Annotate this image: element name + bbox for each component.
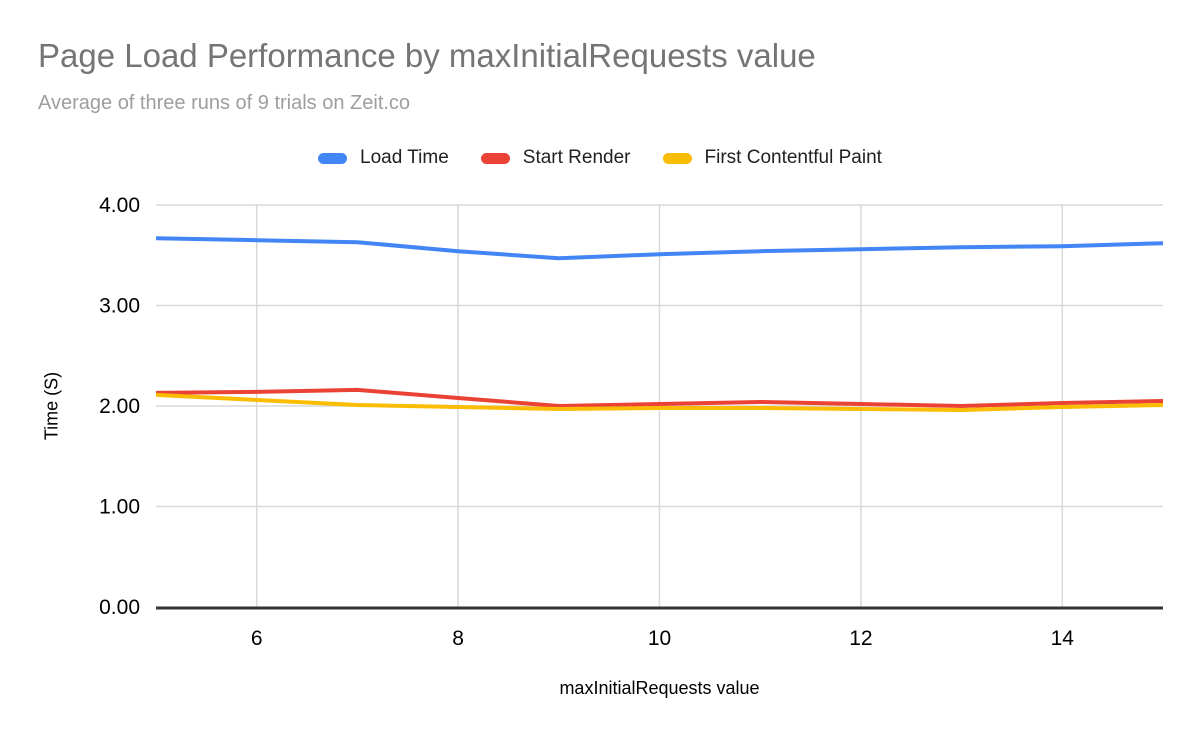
x-tick-label: 12 bbox=[849, 627, 872, 650]
series-line-start-render bbox=[155, 387, 1164, 408]
x-tick-label: 14 bbox=[1051, 627, 1075, 650]
chart-legend: Load Time Start Render First Contentful Pa… bbox=[0, 145, 1200, 171]
x-tick-label: 6 bbox=[251, 627, 263, 650]
legend-swatch-icon bbox=[480, 152, 510, 164]
y-tick-label: 0.00 bbox=[99, 596, 140, 619]
legend-label: Load Time bbox=[360, 147, 449, 168]
legend-item-start-render: Start Render bbox=[480, 147, 631, 169]
legend-label: First Contentful Paint bbox=[704, 147, 882, 168]
x-tick-label: 10 bbox=[648, 627, 671, 650]
legend-item-load-time: Load Time bbox=[318, 147, 449, 169]
x-tick-label: 8 bbox=[452, 627, 464, 650]
y-axis-title: Time (S) bbox=[41, 371, 62, 441]
x-axis-title: maxInitialRequests value bbox=[559, 678, 760, 698]
chart-title: Page Load Performance by maxInitialReque… bbox=[38, 37, 816, 74]
legend-item-first-contentful-paint: First Contentful Paint bbox=[662, 147, 882, 169]
y-tick-label: 2.00 bbox=[99, 395, 140, 418]
legend-label: Start Render bbox=[522, 147, 631, 168]
y-tick-label: 1.00 bbox=[99, 496, 140, 519]
legend-swatch-icon bbox=[318, 152, 348, 164]
series-line-load-time bbox=[155, 236, 1164, 261]
y-tick-label: 3.00 bbox=[99, 295, 140, 318]
series-line-first-contentful-paint bbox=[155, 392, 1164, 412]
y-tick-label: 4.00 bbox=[99, 194, 140, 217]
chart-subtitle: Average of three runs of 9 trials on Zei… bbox=[38, 92, 411, 114]
legend-swatch-icon bbox=[662, 152, 692, 164]
